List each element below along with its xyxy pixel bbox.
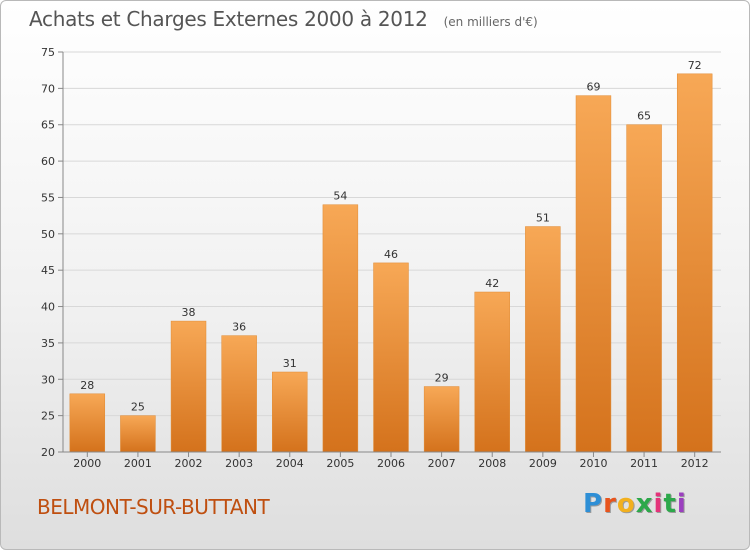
bar-2009: [525, 226, 561, 453]
y-tick-label: 25: [41, 410, 55, 423]
chart-title-text: Achats et Charges Externes 2000 à 2012: [29, 7, 428, 31]
x-tick-label-2000: 2000: [73, 457, 101, 470]
y-tick-label: 65: [41, 119, 55, 132]
y-tick-label: 75: [41, 46, 55, 59]
y-tick-label: 60: [41, 155, 55, 168]
x-tick-label-2003: 2003: [225, 457, 253, 470]
bar-2008: [474, 291, 510, 453]
chart-unit: (en milliers d'€): [443, 15, 538, 29]
logo-letter: P: [583, 489, 604, 519]
y-tick-label: 20: [41, 446, 55, 459]
y-tick-label: 30: [41, 373, 55, 386]
value-label-2011: 65: [637, 110, 651, 123]
bar-2007: [423, 386, 460, 453]
value-label-2012: 72: [688, 59, 702, 72]
y-tick-label: 35: [41, 337, 55, 350]
x-tick-label-2010: 2010: [579, 457, 607, 470]
bar-2004: [272, 371, 308, 453]
logo-letter: o: [616, 489, 636, 519]
x-tick-label-2012: 2012: [681, 457, 709, 470]
x-tick-label-2001: 2001: [124, 457, 152, 470]
labels: 20 25 30 35 40 45 50 55 60 65 70 75 28 2000 25 2001 38 20…: [41, 46, 709, 470]
value-label-2007: 29: [435, 372, 449, 385]
logo-letter: x: [635, 489, 654, 519]
x-tick-label-2011: 2011: [630, 457, 658, 470]
bar-2003: [221, 335, 257, 453]
x-tick-label-2007: 2007: [428, 457, 456, 470]
bar-2005: [322, 204, 359, 453]
bar-2001: [120, 415, 156, 453]
logo-letter: i: [676, 489, 687, 519]
axes: [58, 51, 721, 457]
bar-2012: [676, 73, 713, 453]
chart-title: Achats et Charges Externes 2000 à 2012 (…: [29, 7, 538, 31]
x-tick-label-2009: 2009: [529, 457, 557, 470]
value-label-2010: 69: [586, 81, 600, 94]
logo-letter: t: [663, 489, 677, 519]
x-tick-label-2002: 2002: [175, 457, 203, 470]
bar-2006: [373, 262, 409, 453]
y-tick-label: 40: [41, 301, 55, 314]
logo-letter: r: [603, 489, 617, 519]
x-tick-label-2008: 2008: [478, 457, 506, 470]
value-label-2009: 51: [536, 212, 550, 225]
bar-2010: [575, 95, 612, 453]
value-label-2002: 38: [182, 306, 196, 319]
value-label-2004: 31: [283, 357, 297, 370]
x-tick-label-2006: 2006: [377, 457, 405, 470]
y-tick-label: 70: [41, 82, 55, 95]
y-tick-label: 50: [41, 228, 55, 241]
y-tick-label: 45: [41, 264, 55, 277]
value-label-2003: 36: [232, 321, 246, 334]
value-label-2001: 25: [131, 401, 145, 414]
value-label-2008: 42: [485, 277, 499, 290]
commune-name: BELMONT-SUR-BUTTANT: [37, 495, 270, 519]
proxiti-logo: Proxiti: [583, 489, 687, 519]
bars: [69, 73, 713, 453]
bar-2000: [69, 393, 106, 453]
value-label-2000: 28: [80, 379, 94, 392]
logo-letter: i: [653, 489, 664, 519]
y-tick-label: 55: [41, 191, 55, 204]
bar-2002: [170, 320, 207, 453]
value-label-2005: 54: [333, 190, 347, 203]
value-label-2006: 46: [384, 248, 398, 261]
bar-2011: [626, 124, 662, 453]
x-tick-label-2005: 2005: [326, 457, 354, 470]
x-tick-label-2004: 2004: [276, 457, 304, 470]
